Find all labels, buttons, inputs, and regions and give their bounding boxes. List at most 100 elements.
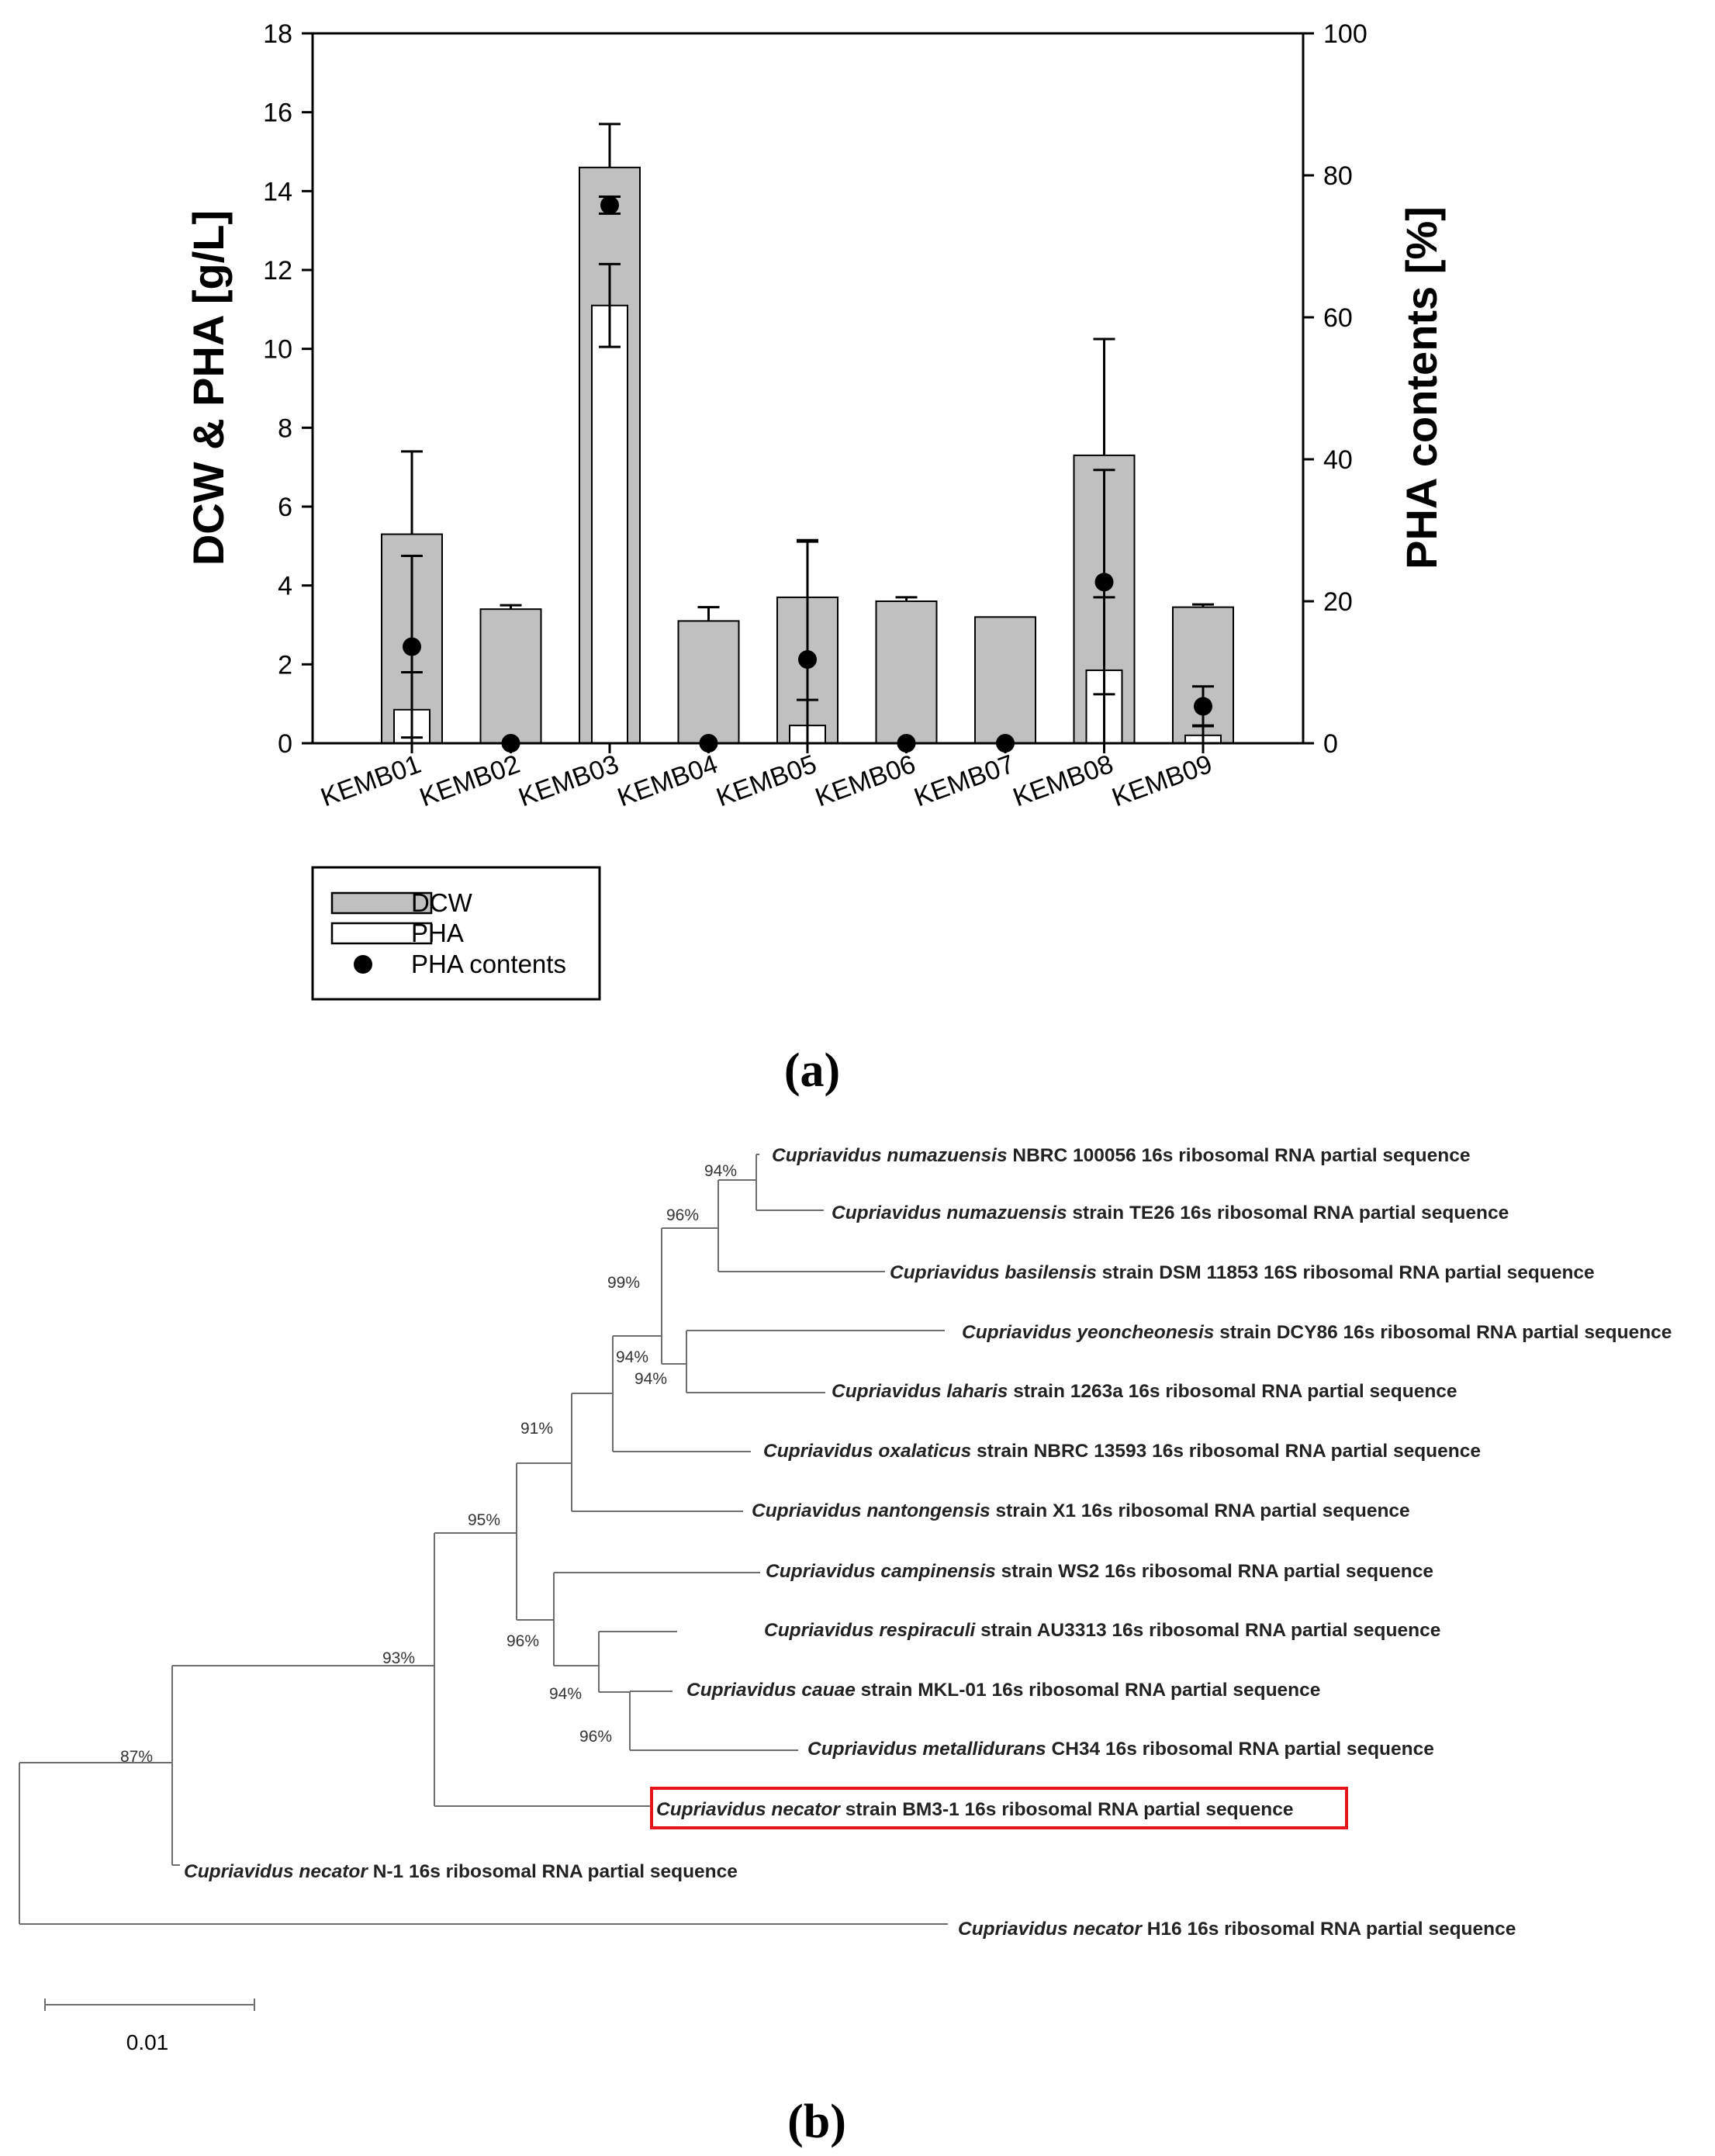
y-left-axis-title: DCW & PHA [g/L] — [184, 210, 233, 566]
y-left-tick-label: 18 — [263, 19, 292, 49]
x-tick-label-kemb06: KEMB06 — [811, 749, 919, 813]
leaf-species: Cupriavidus necator — [656, 1799, 841, 1820]
contents-point-kemb03 — [600, 196, 619, 215]
leaf-species: Cupriavidus cauae — [686, 1680, 856, 1701]
pha-bar-kemb03 — [591, 304, 628, 744]
panel-a-chart: 024681012141618020406080100KEMB01KEMB02K… — [184, 19, 1446, 1097]
x-tick-label-kemb03: KEMB03 — [515, 749, 623, 813]
bootstrap-value-11: 93% — [382, 1649, 415, 1667]
legend-contents-marker — [354, 955, 372, 974]
bootstrap-value-6: 91% — [520, 1420, 553, 1438]
contents-point-kemb09 — [1194, 697, 1212, 716]
legend-contents-label: PHA contents — [411, 950, 566, 978]
y-right-tick-label: 20 — [1323, 587, 1353, 617]
scale-bar-line — [44, 1999, 255, 2011]
leaf-species: Cupriavidus campinensis — [766, 1561, 996, 1582]
leaf-species: Cupriavidus nantongensis — [752, 1500, 991, 1521]
bootstrap-value-2: 96% — [666, 1206, 699, 1224]
leaf-description: strain BM3-1 16s ribosomal RNA partial s… — [840, 1799, 1294, 1820]
bootstrap-value-10: 96% — [579, 1728, 612, 1746]
y-left-tick-label: 10 — [263, 335, 292, 365]
scale-bar: 0.01 — [44, 1999, 255, 2054]
leaf-description: strain WS2 16s ribosomal RNA partial seq… — [996, 1561, 1433, 1582]
y-right-axis-title: PHA contents [%] — [1397, 206, 1446, 569]
leaf-label-11: Cupriavidus metallidurans CH34 16s ribos… — [807, 1739, 1434, 1760]
leaf-description: strain MKL-01 16s ribosomal RNA partial … — [856, 1680, 1321, 1701]
leaf-label-9: Cupriavidus respiraculi strain AU3313 16… — [764, 1620, 1440, 1641]
leaf-label-6: Cupriavidus oxalaticus strain NBRC 13593… — [763, 1441, 1481, 1462]
dcw-bar-kemb04 — [677, 620, 740, 745]
y-left-tick-label: 2 — [278, 650, 292, 680]
x-tick-label-kemb05: KEMB05 — [713, 749, 821, 813]
x-tick-label-kemb04: KEMB04 — [614, 749, 721, 813]
legend: DCW PHA PHA contents — [311, 866, 601, 1001]
x-tick-label-kemb02: KEMB02 — [416, 749, 524, 813]
contents-point-kemb01 — [403, 637, 421, 656]
bootstrap-value-8: 96% — [507, 1632, 539, 1650]
leaf-label-3: Cupriavidus basilensis strain DSM 11853 … — [890, 1262, 1595, 1283]
leaf-label-1: Cupriavidus numazuensis NBRC 100056 16s … — [772, 1145, 1470, 1166]
leaf-description: CH34 16s ribosomal RNA partial sequence — [1046, 1739, 1434, 1760]
x-tick-label-kemb07: KEMB07 — [911, 749, 1018, 813]
leaf-description: strain AU3313 16s ribosomal RNA partial … — [975, 1620, 1440, 1641]
panel-a-label: (a) — [784, 1044, 840, 1097]
leaf-species: Cupriavidus necator — [184, 1861, 368, 1882]
y-left-tick-label: 14 — [263, 177, 292, 206]
leaf-species: Cupriavidus metallidurans — [807, 1739, 1046, 1760]
leaf-description: strain TE26 16s ribosomal RNA partial se… — [1067, 1203, 1509, 1223]
plot-frame — [311, 32, 1305, 745]
panel-b-tree: Cupriavidus numazuensis NBRC 100056 16s … — [19, 1145, 1672, 2148]
legend-pha-swatch — [330, 922, 433, 945]
legend-pha-label: PHA — [411, 919, 464, 947]
y-left-tick-label: 4 — [278, 572, 292, 601]
leaf-label-13: Cupriavidus necator N-1 16s ribosomal RN… — [184, 1861, 738, 1882]
dcw-bar-kemb07 — [974, 616, 1036, 744]
bootstrap-value-9: 94% — [549, 1685, 582, 1703]
leaf-description: strain NBRC 13593 16s ribosomal RNA part… — [971, 1441, 1481, 1462]
legend-dcw-label: DCW — [411, 888, 473, 917]
leaf-species: Cupriavidus basilensis — [890, 1262, 1097, 1283]
y-right-tick-label: 40 — [1323, 445, 1353, 475]
y-right-tick-label: 100 — [1323, 19, 1368, 49]
leaf-label-7: Cupriavidus nantongensis strain X1 16s r… — [752, 1500, 1410, 1521]
x-tick-label-kemb08: KEMB08 — [1009, 749, 1117, 813]
pha-contents-series — [401, 195, 1214, 753]
leaf-label-2: Cupriavidus numazuensis strain TE26 16s … — [832, 1203, 1509, 1223]
contents-point-kemb05 — [798, 650, 817, 670]
leaf-label-5: Cupriavidus laharis strain 1263a 16s rib… — [832, 1381, 1457, 1402]
tree-branches — [19, 1154, 948, 1925]
leaf-label-12: Cupriavidus necator strain BM3-1 16s rib… — [656, 1799, 1293, 1820]
highlight-box — [650, 1787, 1348, 1829]
leaf-description: NBRC 100056 16s ribosomal RNA partial se… — [1008, 1145, 1471, 1166]
bootstrap-value-7: 95% — [468, 1511, 500, 1529]
leaf-label-14: Cupriavidus necator H16 16s ribosomal RN… — [958, 1919, 1516, 1940]
bootstrap-value-12: 87% — [120, 1748, 153, 1766]
bootstrap-value-5: 94% — [634, 1370, 667, 1388]
y-left-tick-label: 0 — [278, 729, 292, 759]
dcw-bar-kemb06 — [875, 600, 938, 744]
y-left-tick-label: 6 — [278, 493, 292, 522]
legend-dcw-swatch — [330, 891, 433, 915]
leaf-description: H16 16s ribosomal RNA partial sequence — [1142, 1919, 1516, 1940]
leaf-label-10: Cupriavidus cauae strain MKL-01 16s ribo… — [686, 1680, 1320, 1701]
leaf-label-4: Cupriavidus yeoncheonesis strain DCY86 1… — [962, 1322, 1672, 1343]
contents-point-kemb08 — [1094, 573, 1114, 592]
bootstrap-value-1: 94% — [704, 1162, 737, 1180]
leaf-label-8: Cupriavidus campinensis strain WS2 16s r… — [766, 1561, 1433, 1582]
panel-b-label: (b) — [787, 2095, 846, 2148]
leaf-description: strain 1263a 16s ribosomal RNA partial s… — [1008, 1381, 1457, 1402]
bootstrap-values: 94% 96% 99% 94% 94% 91% 95% 96% 94% 96% 93% 87% — [120, 1162, 737, 1766]
leaf-description: strain DCY86 16s ribosomal RNA partial s… — [1214, 1322, 1672, 1343]
tree-leaves: Cupriavidus numazuensis NBRC 100056 16s … — [184, 1145, 1672, 1940]
leaf-species: Cupriavidus laharis — [832, 1381, 1008, 1402]
leaf-description: N-1 16s ribosomal RNA partial sequence — [368, 1861, 738, 1882]
y-right-tick-label: 0 — [1323, 729, 1338, 759]
leaf-species: Cupriavidus numazuensis — [772, 1145, 1008, 1166]
scale-bar-label: 0.01 — [126, 2030, 169, 2054]
leaf-description: strain X1 16s ribosomal RNA partial sequ… — [991, 1500, 1410, 1521]
legend-box — [311, 866, 601, 1001]
bootstrap-value-3: 99% — [607, 1274, 640, 1292]
x-tick-label-kemb09: KEMB09 — [1108, 749, 1216, 813]
y-left-tick-label: 16 — [263, 99, 292, 128]
